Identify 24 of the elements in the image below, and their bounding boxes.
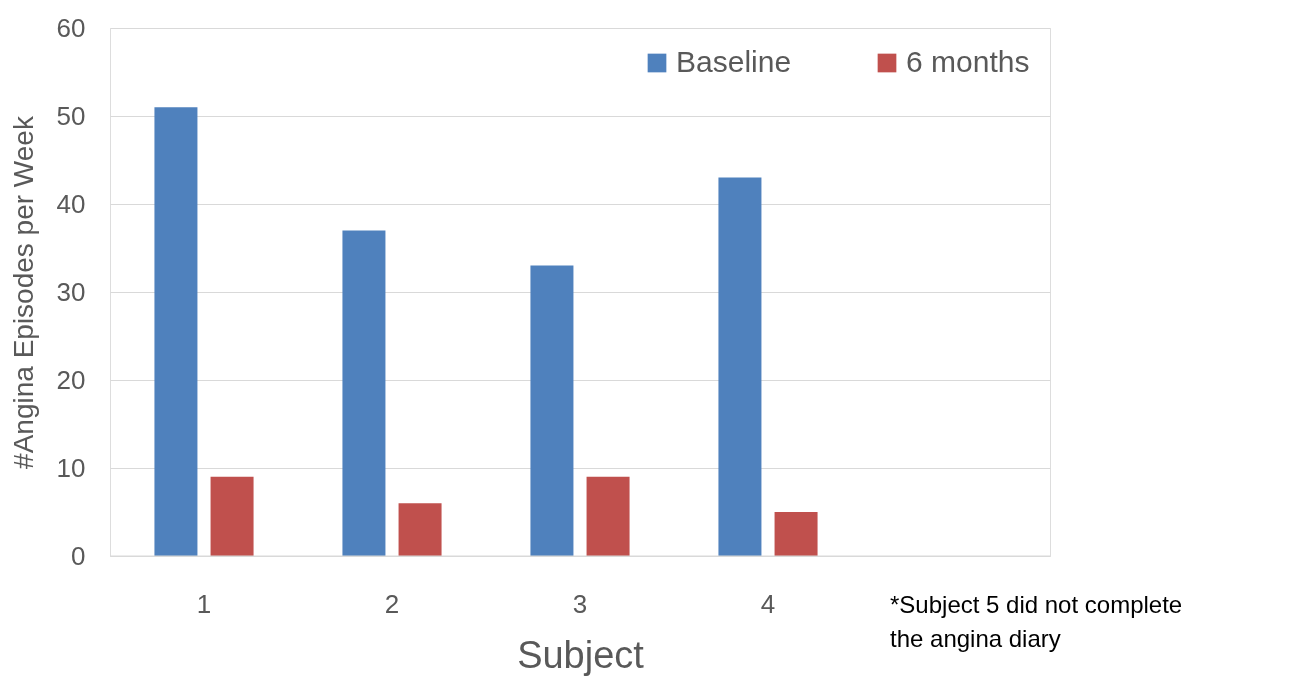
bar — [774, 512, 818, 556]
bar — [398, 503, 442, 556]
text: *Subject 5 did not complete the angina diary — [890, 591, 1183, 652]
bar — [342, 230, 386, 556]
y-tick-label: 50 — [56, 100, 86, 131]
y-tick-label: 60 — [56, 12, 86, 43]
legend-label: Baseline — [676, 45, 792, 78]
y-tick-label: 0 — [71, 540, 86, 571]
bar — [530, 265, 574, 556]
bar — [718, 177, 762, 556]
y-tick-label: 10 — [56, 452, 86, 483]
x-tick-label: 3 — [572, 588, 588, 619]
y-axis-title: #Angina Episodes per Week — [7, 115, 39, 469]
x-axis-title: Subject — [517, 633, 645, 676]
bar — [210, 476, 254, 556]
y-tick-label: 20 — [56, 364, 86, 395]
legend-label: 6 months — [906, 45, 1030, 78]
x-tick-label: 2 — [384, 588, 400, 619]
x-tick-label: 1 — [196, 588, 212, 619]
x-tick-label: 4 — [760, 588, 776, 619]
bar — [586, 476, 630, 556]
y-tick-label: 30 — [56, 276, 86, 307]
y-tick-label: 40 — [56, 188, 86, 219]
bar — [154, 107, 198, 556]
